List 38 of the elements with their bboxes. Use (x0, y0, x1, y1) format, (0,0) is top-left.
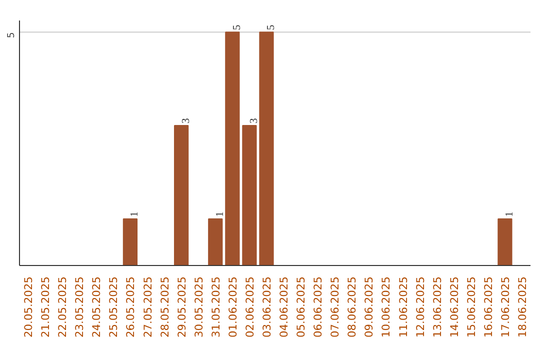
x-tick-label: 26.05.2025 (124, 276, 138, 338)
x-tick-label: 11.06.2025 (396, 276, 410, 338)
x-tick-label: 05.06.2025 (294, 276, 308, 338)
x-tick-label: 02.06.2025 (243, 276, 256, 338)
x-tick-label: 23.05.2025 (73, 276, 86, 338)
x-tick-label: 29.05.2025 (175, 276, 188, 338)
x-tick-label: 09.06.2025 (362, 276, 376, 338)
x-tick-label: 07.06.2025 (328, 276, 342, 338)
x-tick-label: 15.06.2025 (464, 276, 478, 338)
x-tick-label: 14.06.2025 (448, 276, 461, 338)
x-tick-label: 04.06.2025 (278, 276, 291, 338)
x-tick-label: 03.06.2025 (260, 276, 274, 338)
x-tick-label: 20.05.2025 (22, 276, 36, 338)
data-label: 3 (248, 118, 260, 124)
x-tick-label: 21.05.2025 (39, 276, 52, 338)
x-tick-label: 22.05.2025 (56, 276, 70, 338)
x-tick-label: 28.05.2025 (158, 276, 172, 338)
x-tick-label: 08.06.2025 (346, 276, 359, 338)
x-tick-label: 17.06.2025 (498, 276, 512, 338)
x-tick-label: 31.05.2025 (209, 276, 222, 338)
x-tick-label: 16.06.2025 (482, 276, 495, 338)
x-tick-label: 13.06.2025 (430, 276, 444, 338)
x-tick-label: 30.05.2025 (192, 276, 206, 338)
x-tick-label: 06.06.2025 (312, 276, 325, 338)
x-tick-label: 25.05.2025 (107, 276, 120, 338)
x-tick-label: 10.06.2025 (380, 276, 393, 338)
x-tick-label: 01.06.2025 (226, 276, 240, 338)
x-tick-label: 27.05.2025 (141, 276, 154, 338)
x-tick-label: 12.06.2025 (414, 276, 427, 338)
data-label: 5 (232, 24, 243, 30)
data-label: 3 (180, 118, 192, 124)
x-tick-label: 18.06.2025 (516, 276, 529, 338)
ref-line-label: 5 (6, 32, 17, 38)
data-label: 1 (504, 212, 516, 217)
data-label: 1 (130, 212, 141, 217)
x-tick-label: 24.05.2025 (90, 276, 104, 338)
data-label: 1 (214, 212, 226, 217)
data-label: 5 (266, 24, 277, 30)
